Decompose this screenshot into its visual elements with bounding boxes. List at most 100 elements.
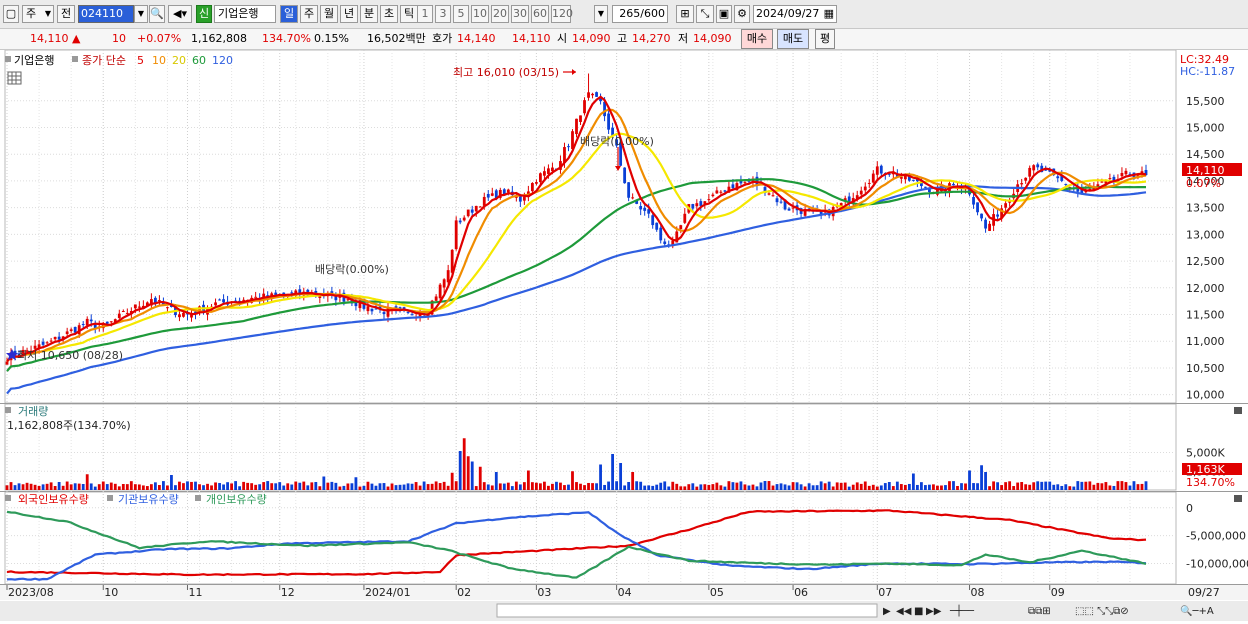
volume-bar [899, 484, 903, 490]
code-input[interactable]: 024110 [78, 5, 134, 23]
candle [699, 201, 703, 206]
volume-bar [607, 481, 610, 490]
volume-bar [936, 485, 939, 490]
candle [871, 173, 875, 183]
volume-bar [907, 483, 911, 490]
table-icon[interactable] [7, 71, 22, 85]
volume-bar [895, 481, 899, 490]
volume-bar [1116, 481, 1120, 490]
volume-bar [402, 484, 406, 490]
candle [182, 312, 185, 317]
tab-0[interactable]: 일 [280, 5, 298, 23]
candle [924, 186, 927, 188]
sell-button[interactable]: 매도 [777, 29, 809, 49]
volume-bar [659, 482, 663, 490]
count-button-1[interactable]: 1 [417, 5, 433, 23]
candle [763, 187, 767, 193]
candle [859, 190, 863, 195]
search-icon[interactable]: 🔍 [149, 5, 165, 23]
candle [25, 350, 29, 352]
holdings-close-icon[interactable] [1234, 495, 1242, 502]
price-change-pct: +0.07% [137, 32, 182, 45]
candle [238, 300, 242, 302]
count-button-30[interactable]: 30 [511, 5, 529, 23]
tab-5[interactable]: 초 [380, 5, 398, 23]
candle [635, 200, 639, 204]
scroll-thumb[interactable] [496, 603, 878, 618]
tab-1[interactable]: 주 [300, 5, 318, 23]
save-icon[interactable]: ▣ [716, 5, 732, 23]
volume-bar [258, 484, 262, 490]
candle [29, 350, 33, 352]
volume-bar [631, 472, 635, 490]
candle [1036, 164, 1040, 168]
period-type-select[interactable]: 주 ▼ [22, 5, 54, 23]
volume-bar [627, 481, 631, 490]
chevron-down-icon: ▼ [44, 9, 51, 18]
x-tick-label: 09 [1051, 586, 1065, 599]
price-info-bar: 14,110 ▲ 10 +0.07% 1,162,808 134.70% 0.1… [0, 29, 1248, 50]
stock-chart[interactable]: 10,000 10,500 11,000 11,500 12,000 12,500 13,0… [0, 49, 1248, 621]
candle [145, 302, 149, 307]
eval-button[interactable]: 평 [815, 29, 835, 49]
tab-6[interactable]: 틱 [400, 5, 418, 23]
volume-bar [426, 484, 430, 490]
candle [105, 321, 109, 324]
candle [1112, 176, 1116, 182]
volume-bar [567, 484, 570, 490]
count-button-60[interactable]: 60 [531, 5, 549, 23]
count-button-5[interactable]: 5 [453, 5, 469, 23]
low-annotation: 최저 10,650 (08/28) [17, 349, 123, 362]
buy-button[interactable]: 매수 [741, 29, 773, 49]
count-dropdown-icon[interactable]: ▼ [594, 5, 608, 23]
count-button-120[interactable]: 120 [551, 5, 573, 23]
count-button-3[interactable]: 3 [435, 5, 451, 23]
volume-bar [53, 486, 57, 490]
volume-close-icon[interactable] [1234, 407, 1242, 414]
volume-bar [93, 486, 97, 490]
volume-bar [555, 481, 558, 490]
volume-bar [1012, 486, 1016, 490]
count-button-20[interactable]: 20 [491, 5, 509, 23]
volume-bar [374, 485, 378, 490]
scroll-controls[interactable]: ▶ ◀◀ ■ ▶▶ ─┼── ⧉⧉⊞ ⬚⬚ ⤡⤡⧉⊘ 🔍─+A [883, 604, 1214, 617]
gear-icon[interactable]: ⚙ [734, 5, 750, 23]
volume-bar [141, 485, 145, 490]
candle [575, 118, 578, 135]
window-menu-icon[interactable]: ▢ [3, 5, 19, 23]
speaker-icon[interactable]: ◀▾ [168, 5, 192, 23]
candle [595, 92, 598, 97]
x-tick-label: 12 [281, 586, 295, 599]
tab-3[interactable]: 년 [340, 5, 358, 23]
volume-bar [1000, 485, 1004, 490]
volume-bar [166, 485, 169, 490]
volume-bar [170, 475, 173, 490]
candle [952, 183, 955, 186]
tab-2[interactable]: 월 [320, 5, 338, 23]
ma60-line [6, 178, 1146, 372]
draw-icon[interactable]: ⤡ [696, 5, 714, 23]
candle [703, 201, 707, 204]
volume-bar [418, 485, 422, 490]
tab-4[interactable]: 분 [360, 5, 378, 23]
volume-bar [482, 482, 486, 490]
count-button-10[interactable]: 10 [471, 5, 489, 23]
price-tick-label: 14,500 [1186, 148, 1225, 161]
volume-bar [390, 483, 394, 490]
x-tick-label: 04 [618, 586, 632, 599]
chart-tools-icon[interactable]: ⊞ [676, 5, 694, 23]
volume-title: 거래량 [18, 405, 48, 418]
candle [1048, 170, 1052, 172]
scope-select[interactable]: 전 [57, 5, 75, 23]
code-dropdown-icon[interactable]: ▼ [134, 5, 148, 23]
volume-bar [575, 482, 578, 490]
volume-bar [198, 484, 201, 490]
volume-bar [153, 482, 157, 490]
volume-bar [1132, 481, 1136, 490]
date-field[interactable]: 2024/09/27 ▦ [753, 5, 837, 23]
count-field[interactable]: 265/600 [612, 5, 668, 23]
candle [462, 217, 466, 221]
calendar-icon[interactable]: ▦ [823, 7, 834, 20]
volume-bar [932, 484, 935, 490]
stock-name-field[interactable]: 기업은행 [214, 5, 276, 23]
